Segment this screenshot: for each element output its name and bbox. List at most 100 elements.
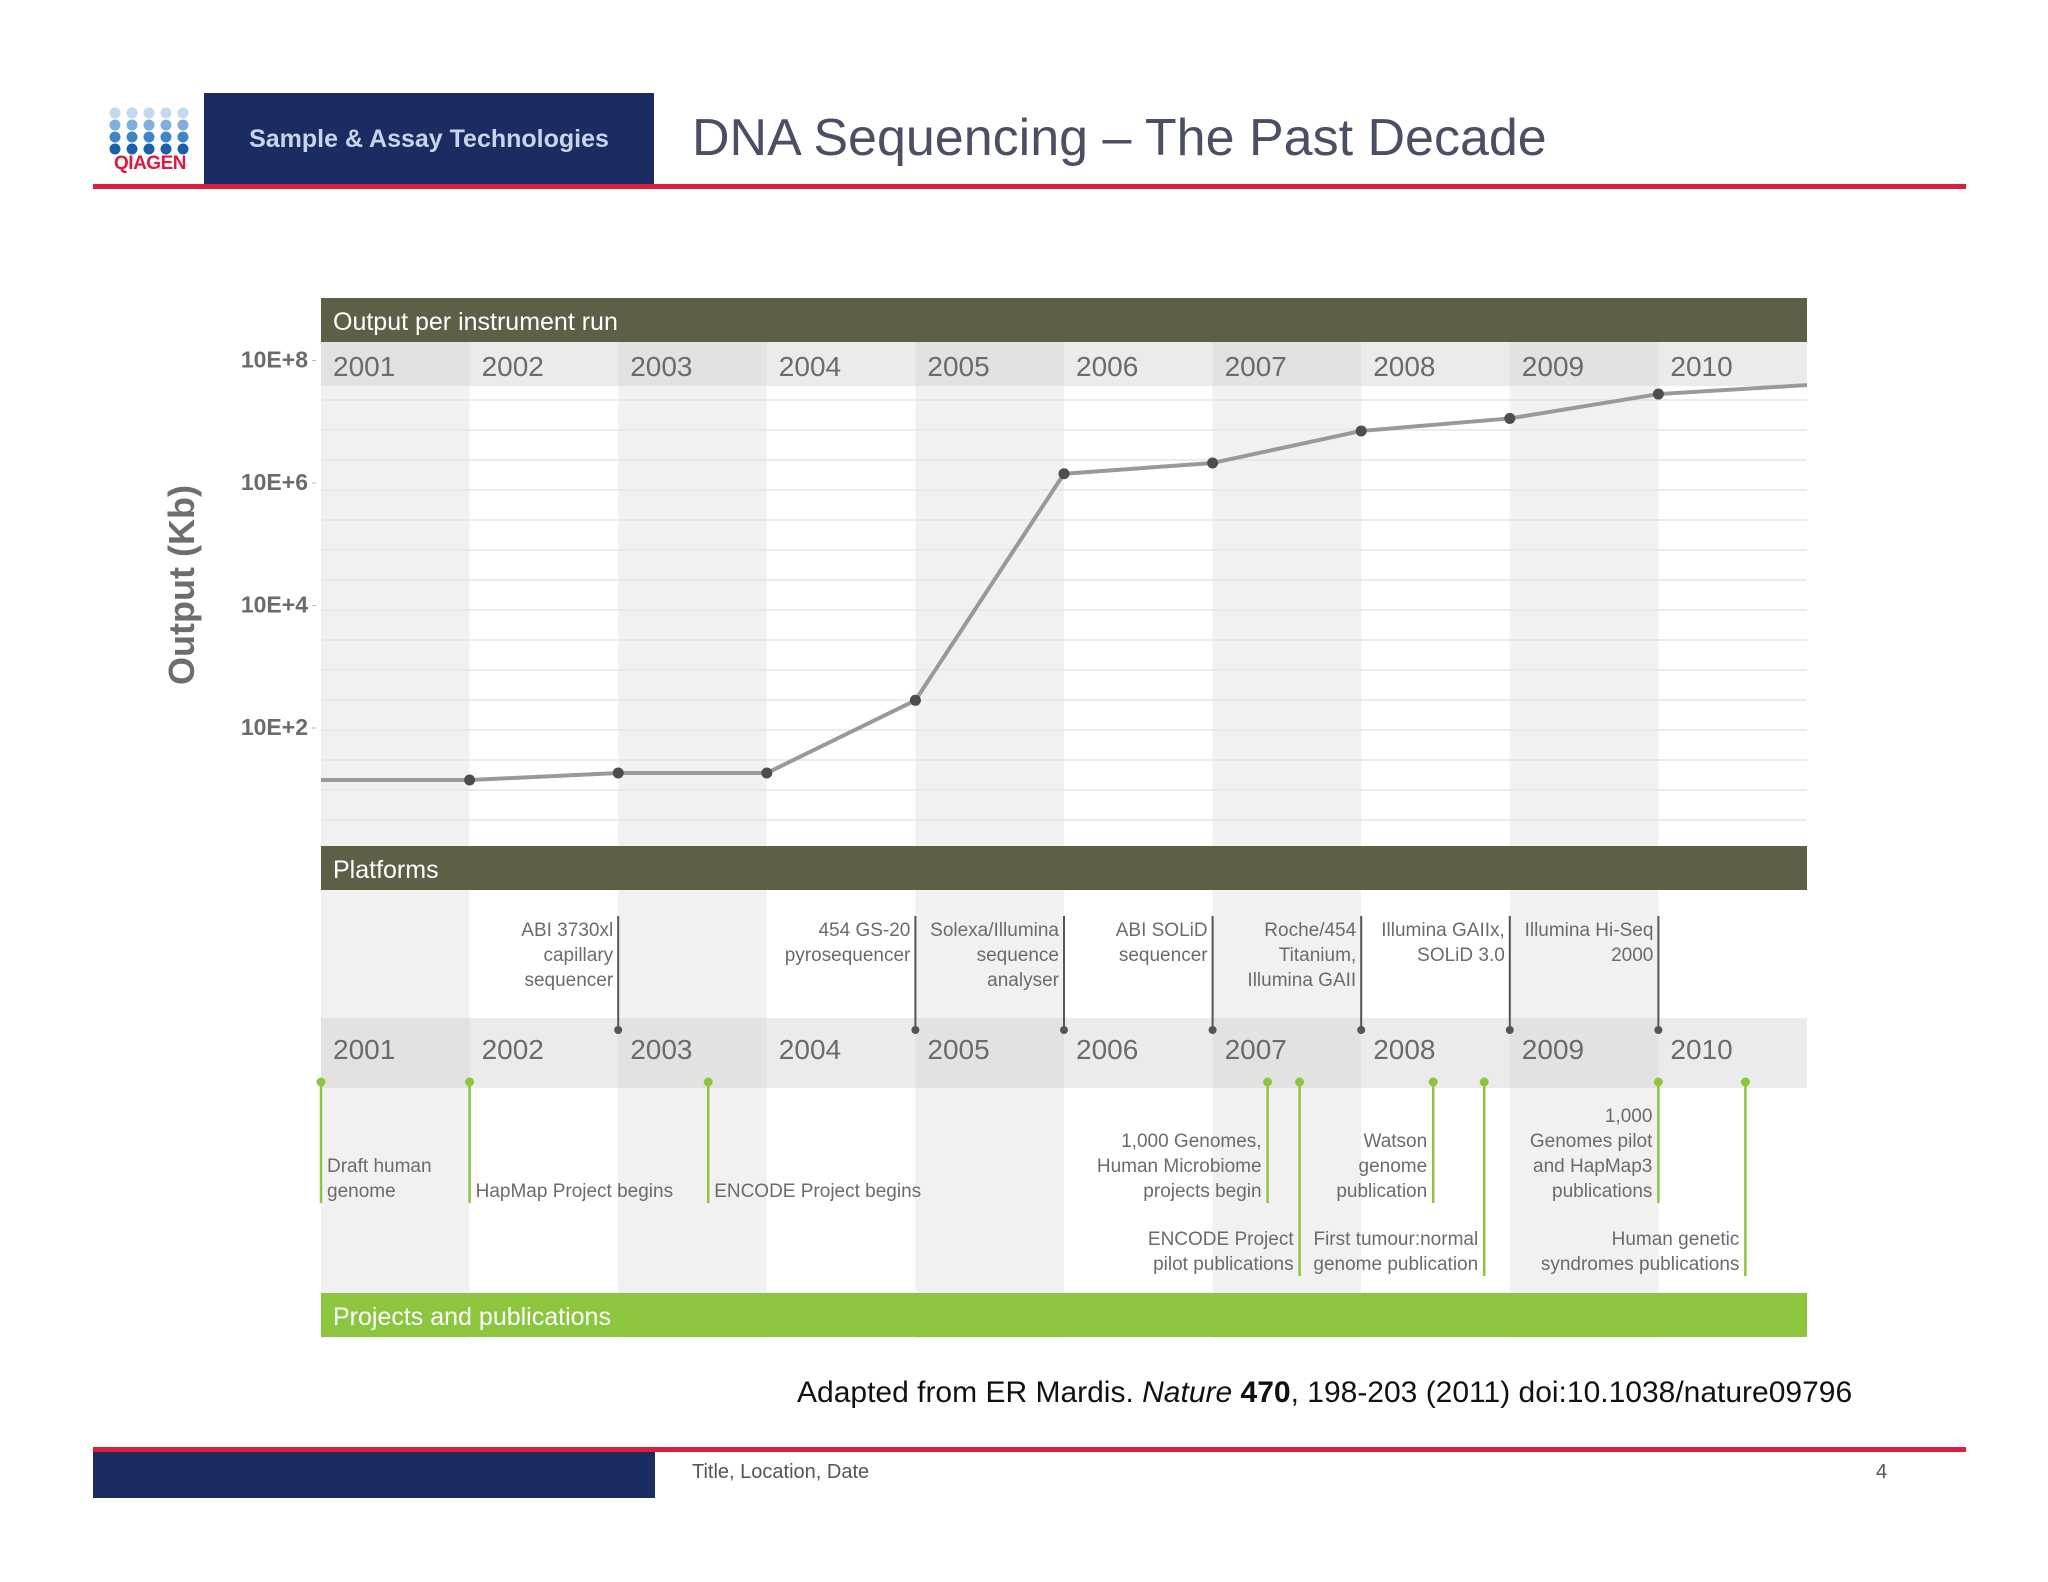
year-stripe — [469, 298, 619, 1338]
platform-label: 454 GS-20 — [818, 920, 910, 941]
platform-label: pyrosequencer — [785, 945, 911, 966]
year-strip-cell — [915, 342, 1064, 386]
project-marker — [1653, 1077, 1663, 1087]
x-tick-label: 2004 — [779, 1034, 841, 1065]
header-rule — [93, 184, 1966, 189]
footer-rule — [93, 1447, 1966, 1452]
platforms-title: Platforms — [333, 856, 439, 884]
platform-marker — [1357, 1026, 1366, 1034]
x-tick-label: 2010 — [1670, 351, 1732, 382]
platform-label: analyser — [987, 970, 1059, 991]
project-label: Human Microbiome — [1097, 1156, 1262, 1177]
project-label: genome publication — [1313, 1254, 1478, 1275]
platform-marker — [1060, 1026, 1068, 1034]
project-label: Genomes pilot — [1530, 1131, 1653, 1152]
platform-label: Illumina Hi-Seq — [1525, 920, 1654, 941]
logo-dot — [143, 119, 155, 131]
x-tick-label: 2009 — [1522, 1034, 1584, 1065]
x-tick-label: 2005 — [927, 1034, 989, 1065]
citation-suffix: , 198-203 (2011) doi:10.1038/nature09796 — [1290, 1376, 1853, 1409]
y-tick-label: 10E+8 — [241, 347, 308, 373]
project-annotation: ENCODE Project begins — [703, 1077, 921, 1203]
year-strip-cell — [1212, 342, 1362, 386]
logo-dot — [143, 107, 155, 119]
project-marker — [1263, 1077, 1273, 1087]
logo-dot — [143, 143, 155, 155]
output-band — [321, 298, 1807, 342]
project-marker — [703, 1077, 713, 1087]
year-strip-cell — [618, 1018, 767, 1088]
platforms-band — [321, 846, 1807, 890]
project-label: publication — [1336, 1181, 1427, 1202]
project-label: syndromes publications — [1541, 1254, 1740, 1275]
year-strip-cell — [915, 1018, 1064, 1088]
data-point — [1652, 388, 1664, 400]
logo-dot — [109, 107, 121, 119]
brand-tagline: Sample & Assay Technologies — [249, 125, 609, 153]
logo-dot — [126, 143, 138, 155]
year-strip-cell — [321, 1018, 470, 1088]
project-label: First tumour:normal — [1313, 1229, 1478, 1250]
x-tick-label: 2006 — [1076, 1034, 1138, 1065]
footer-text: Title, Location, Date — [692, 1461, 870, 1483]
project-marker — [1295, 1077, 1305, 1087]
project-annotation: 1,000 Genomes pilot and HapMap3 publication… — [1530, 1077, 1663, 1203]
project-label: Watson — [1363, 1131, 1427, 1152]
x-tick-label: 2002 — [482, 1034, 544, 1065]
platform-annotation: ABI 3730xl capillary sequencer — [521, 916, 623, 1034]
platform-label: 2000 — [1611, 945, 1653, 966]
projects-title: Projects and publications — [333, 1303, 611, 1331]
year-stripe — [1212, 298, 1362, 1338]
platform-annotation: Roche/454 Titanium, Illumina GAII — [1247, 916, 1366, 1034]
project-annotation: Watson genome publication — [1336, 1077, 1438, 1203]
project-label: genome — [1359, 1156, 1428, 1177]
logo-dot — [160, 119, 172, 131]
citation-prefix: Adapted from ER Mardis. — [797, 1376, 1143, 1409]
logo-dot — [160, 143, 172, 155]
data-point — [909, 694, 921, 706]
qiagen-dots-logo-icon — [109, 107, 189, 155]
platform-label: Illumina GAIIx, — [1381, 920, 1505, 941]
project-marker — [1479, 1077, 1489, 1087]
platform-annotation: Solexa/Illumina sequence analyser — [930, 916, 1068, 1034]
platform-marker — [614, 1026, 623, 1034]
logo-dot — [126, 131, 138, 143]
y-tick-label: 10E+2 — [241, 714, 308, 740]
year-strip-cell — [321, 342, 470, 386]
project-label: Human genetic — [1612, 1229, 1740, 1250]
year-stripe — [321, 298, 470, 1338]
platform-label: Titanium, — [1279, 945, 1356, 966]
logo-dot — [109, 143, 121, 155]
x-tick-label: 2001 — [333, 351, 395, 382]
platform-label: SOLiD 3.0 — [1417, 945, 1505, 966]
project-label: 1,000 — [1605, 1106, 1653, 1127]
x-tick-label: 2007 — [1225, 1034, 1287, 1065]
project-label: projects begin — [1143, 1181, 1261, 1202]
platform-label: ABI 3730xl — [521, 920, 613, 941]
year-strip-cell — [1509, 342, 1659, 386]
x-tick-label: 2003 — [630, 351, 692, 382]
logo-dot — [109, 119, 121, 131]
year-stripe — [766, 298, 916, 1338]
project-marker — [316, 1077, 326, 1087]
logo-dot — [177, 131, 189, 143]
platform-label: Illumina GAII — [1247, 970, 1356, 991]
year-stripe — [915, 298, 1064, 1338]
logo-dot — [126, 107, 138, 119]
data-point — [1207, 457, 1219, 469]
footer-bar — [93, 1452, 655, 1498]
platform-marker — [1654, 1026, 1663, 1034]
x-tick-label: 2010 — [1670, 1034, 1732, 1065]
year-stripe — [1509, 298, 1659, 1338]
logo-dot — [109, 131, 121, 143]
platform-marker — [911, 1026, 920, 1034]
project-annotation: Human genetic syndromes publications — [1541, 1077, 1750, 1276]
year-stripe — [618, 298, 767, 1338]
data-point — [1504, 412, 1516, 424]
platform-annotation: Illumina GAIIx, SOLiD 3.0 — [1381, 916, 1514, 1034]
data-point — [761, 767, 773, 779]
data-point — [464, 774, 476, 786]
data-point — [612, 767, 624, 779]
x-tick-label: 2005 — [927, 351, 989, 382]
slide-title: DNA Sequencing – The Past Decade — [692, 109, 1547, 167]
